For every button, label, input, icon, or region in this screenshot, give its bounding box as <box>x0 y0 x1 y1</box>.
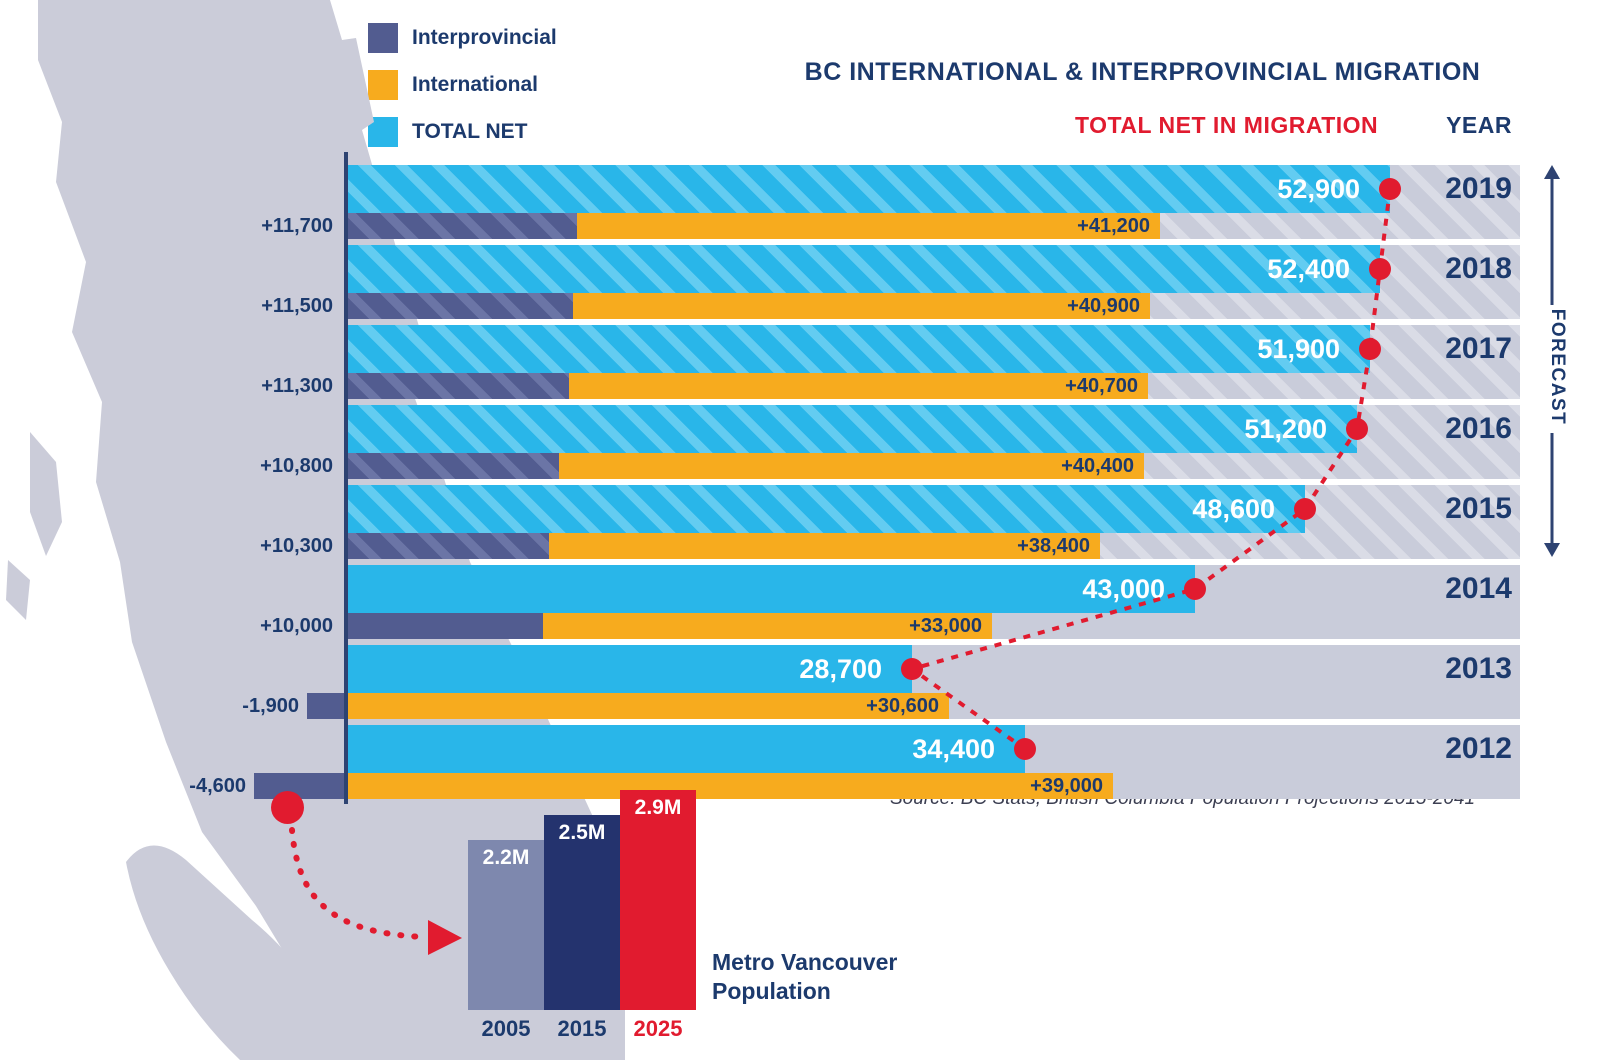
population-bar-value: 2.2M <box>482 846 530 869</box>
interprovincial-value: -1,900 <box>242 695 299 717</box>
international-bar: +33,000 <box>543 613 992 639</box>
international-value: +40,700 <box>1065 375 1138 397</box>
vancouver-island-shape <box>126 845 338 1060</box>
interprovincial-value: +10,000 <box>260 615 333 637</box>
forecast-label: FORECAST <box>1547 309 1568 426</box>
year-row-2018: 52,400 2018 +40,900 +11,500 <box>261 245 1520 319</box>
total-net-value: 34,400 <box>912 734 995 764</box>
population-bar-2015: 2.5M <box>544 815 620 1010</box>
interprovincial-bar <box>307 693 345 719</box>
population-category-label: 2005 <box>481 1016 531 1041</box>
international-value: +38,400 <box>1017 535 1090 557</box>
total-net-value: 51,900 <box>1257 334 1340 364</box>
total-net-value: 43,000 <box>1082 574 1165 604</box>
interprovincial-value: +11,500 <box>261 295 333 317</box>
coastal-island-shape <box>6 560 30 620</box>
legend-swatch-icon <box>368 70 398 100</box>
year-label: 2012 <box>1445 732 1512 765</box>
international-value: +33,000 <box>909 615 982 637</box>
total-net-bar: 48,600 <box>345 485 1305 533</box>
baseline-axis <box>344 152 348 804</box>
legend-item-interprovincial: Interprovincial <box>368 22 557 54</box>
total-net-bar: 34,400 <box>345 725 1025 773</box>
forecast-arrow-down-icon <box>1544 543 1560 557</box>
total-net-bar: 43,000 <box>345 565 1195 613</box>
year-label: 2016 <box>1445 412 1512 445</box>
interprovincial-value: -4,600 <box>189 775 246 797</box>
year-row-2014: 43,000 2014 +33,000 +10,000 <box>260 565 1520 639</box>
population-bar-2025: 2.9M <box>620 790 696 1010</box>
year-row-2016: 51,200 2016 +40,400 +10,800 <box>260 405 1520 479</box>
international-value: +40,400 <box>1061 455 1134 477</box>
year-row-2013: 28,700 2013 +30,600 -1,900 <box>242 645 1520 719</box>
total-net-bar: 52,400 <box>345 245 1380 293</box>
total-net-heading: TOTAL NET IN MIGRATION <box>1075 112 1379 138</box>
interprovincial-value: +10,300 <box>260 535 333 557</box>
population-bar-value: 2.9M <box>634 796 682 819</box>
year-heading: YEAR <box>1446 112 1512 138</box>
total-net-bar: 51,200 <box>345 405 1357 453</box>
total-net-value: 48,600 <box>1192 494 1275 524</box>
legend-item-international: International <box>368 69 538 101</box>
legend-swatch-icon <box>368 23 398 53</box>
legend-item-label: International <box>412 73 539 96</box>
population-chart-title: Metro Vancouver Population <box>712 949 898 1004</box>
population-bar-value: 2.5M <box>558 821 606 844</box>
total-net-value: 28,700 <box>799 654 882 684</box>
year-label: 2018 <box>1445 252 1512 285</box>
interprovincial-bar <box>345 213 577 239</box>
interprovincial-value: +10,800 <box>260 455 333 477</box>
year-row-2012: 34,400 2012 +39,000 -4,600 <box>189 725 1520 799</box>
international-bar: +40,400 <box>559 453 1144 479</box>
legend-item-label: Interprovincial <box>412 26 557 49</box>
population-category-label: 2015 <box>557 1016 607 1041</box>
interprovincial-bar <box>345 453 559 479</box>
interprovincial-bar <box>254 773 345 799</box>
year-row-2017: 51,900 2017 +40,700 +11,300 <box>261 325 1520 399</box>
population-category-label: 2025 <box>633 1016 683 1041</box>
international-value: +39,000 <box>1030 775 1103 797</box>
chart-title: BC INTERNATIONAL & INTERPROVINCIAL MIGRA… <box>804 58 1481 86</box>
population-mini-chart: 2.2M 2.5M 2.9M <box>468 790 696 1010</box>
year-label: 2019 <box>1445 172 1512 205</box>
interprovincial-bar <box>345 373 569 399</box>
international-bar: +39,000 <box>345 773 1113 799</box>
international-bar: +41,200 <box>577 213 1160 239</box>
total-net-bar: 28,700 <box>345 645 912 693</box>
total-net-value: 52,400 <box>1267 254 1350 284</box>
total-net-value: 52,900 <box>1277 174 1360 204</box>
total-net-value: 51,200 <box>1244 414 1327 444</box>
vancouver-location-dot <box>271 791 304 824</box>
international-bar: +40,700 <box>569 373 1148 399</box>
interprovincial-bar <box>345 293 573 319</box>
year-row-2015: 48,600 2015 +38,400 +10,300 <box>260 485 1520 559</box>
year-label: 2015 <box>1445 492 1512 525</box>
international-value: +41,200 <box>1077 215 1150 237</box>
interprovincial-bar <box>345 533 549 559</box>
year-row-2019: 52,900 2019 +41,200 +11,700 <box>261 165 1520 239</box>
legend-item-label: TOTAL NET <box>412 120 528 143</box>
international-value: +30,600 <box>866 695 939 717</box>
year-label: 2013 <box>1445 652 1512 685</box>
total-net-bar: 51,900 <box>345 325 1370 373</box>
international-value: +40,900 <box>1067 295 1140 317</box>
interprovincial-value: +11,700 <box>261 215 333 237</box>
interprovincial-value: +11,300 <box>261 375 333 397</box>
haida-gwaii-shape <box>30 432 62 556</box>
forecast-bracket: FORECAST <box>1544 165 1568 557</box>
year-label: 2014 <box>1445 572 1512 605</box>
total-net-bar: 52,900 <box>345 165 1390 213</box>
forecast-arrow-up-icon <box>1544 165 1560 179</box>
international-bar: +40,900 <box>573 293 1150 319</box>
international-bar: +30,600 <box>345 693 949 719</box>
interprovincial-bar <box>345 613 543 639</box>
population-bar-2005: 2.2M <box>468 840 544 1010</box>
population-mini-chart-categories: 2005 2015 2025 <box>468 1016 696 1042</box>
year-label: 2017 <box>1445 332 1512 365</box>
international-bar: +38,400 <box>549 533 1100 559</box>
